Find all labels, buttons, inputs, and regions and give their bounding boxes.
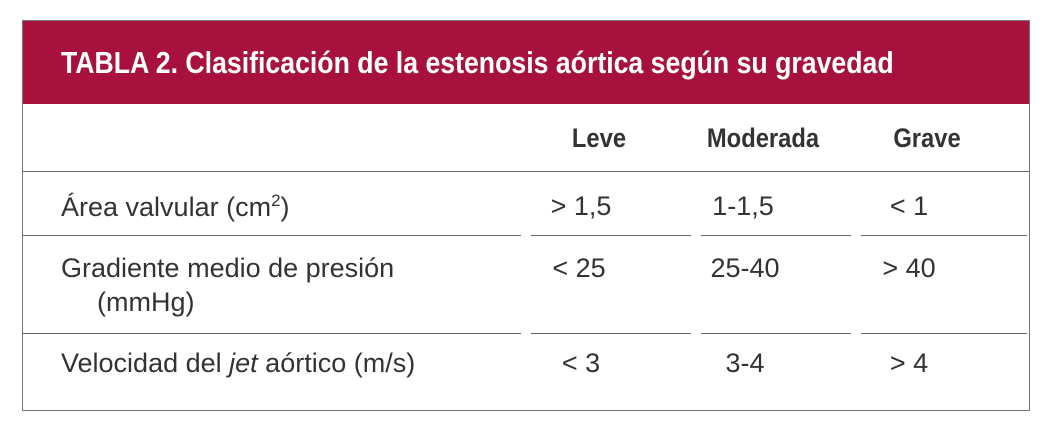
- row-divider: [531, 235, 691, 236]
- cell: > 4: [889, 348, 929, 378]
- table-title: TABLA 2. Clasificación de la estenosis a…: [61, 45, 894, 80]
- row-divider: [23, 235, 521, 236]
- cell: < 3: [561, 348, 601, 378]
- cell: < 25: [552, 253, 606, 283]
- row-divider: [23, 333, 521, 334]
- column-header: Grave: [893, 123, 961, 153]
- row-label: Área valvular (cm2): [61, 191, 290, 223]
- row-divider: [861, 235, 1027, 236]
- label-text: ): [280, 192, 290, 222]
- label-italic: jet: [229, 348, 258, 378]
- cell: 3-4: [725, 348, 765, 378]
- row-divider: [701, 333, 851, 334]
- row-divider: [531, 333, 691, 334]
- row-divider: [23, 171, 1029, 172]
- table-frame: TABLA 2. Clasificación de la estenosis a…: [22, 20, 1030, 411]
- title-bar: TABLA 2. Clasificación de la estenosis a…: [23, 21, 1029, 104]
- cell: < 1: [889, 191, 929, 221]
- cell: 1-1,5: [712, 191, 774, 221]
- cell: > 40: [882, 253, 936, 283]
- row-label: Gradiente medio de presión: [61, 253, 395, 283]
- label-text: Área valvular (cm: [61, 192, 272, 222]
- row-divider: [861, 333, 1027, 334]
- row-divider: [701, 235, 851, 236]
- label-text: aórtico (m/s): [257, 348, 416, 378]
- column-header: Leve: [571, 123, 627, 153]
- superscript: 2: [271, 191, 281, 210]
- cell: > 1,5: [550, 191, 612, 221]
- column-header: Moderada: [706, 123, 820, 153]
- cell: 25-40: [710, 253, 780, 283]
- row-label: Velocidad del jet aórtico (m/s): [61, 348, 415, 379]
- row-label: (mmHg): [97, 287, 195, 317]
- label-text: Velocidad del: [61, 348, 230, 378]
